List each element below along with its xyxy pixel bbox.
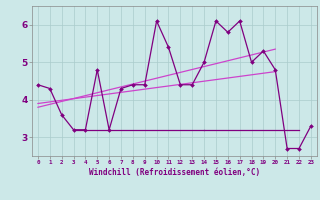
X-axis label: Windchill (Refroidissement éolien,°C): Windchill (Refroidissement éolien,°C) [89,168,260,177]
